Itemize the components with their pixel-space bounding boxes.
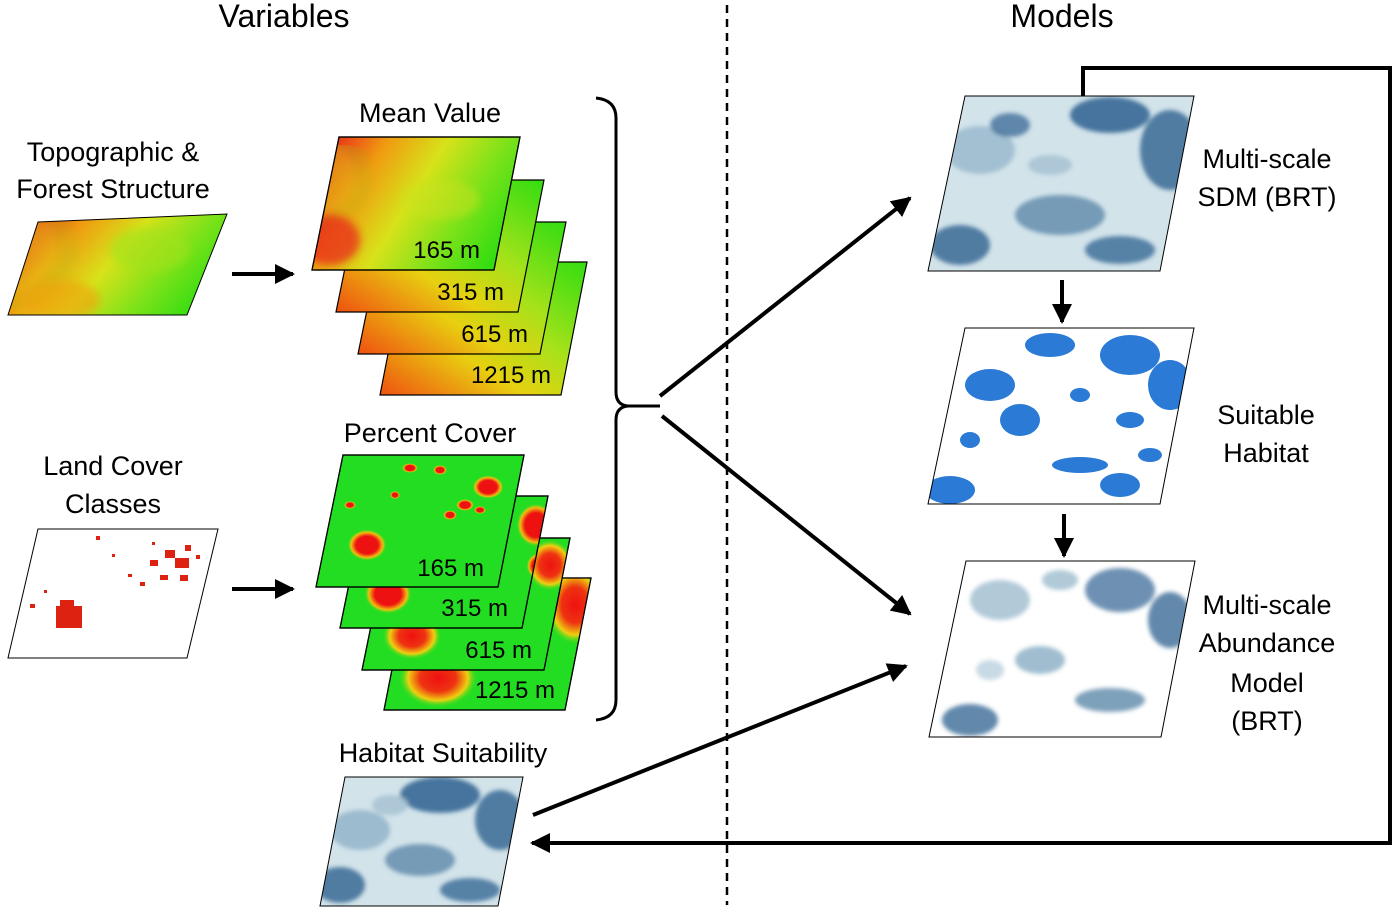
arrow-variables-to-sdm bbox=[658, 196, 912, 398]
arrow-variables-to-abundance bbox=[660, 414, 912, 616]
habitat-suitability-label: Habitat Suitability bbox=[339, 738, 548, 768]
arrow-suitability-to-abundance bbox=[532, 663, 908, 817]
mean-scale-165: 165 m bbox=[413, 237, 480, 264]
abundance-map bbox=[928, 560, 1196, 738]
mean-value-title: Mean Value bbox=[359, 98, 501, 128]
models-header: Models bbox=[1010, 0, 1113, 34]
percent-layer-165: 165 m bbox=[315, 454, 525, 588]
percent-cover-title: Percent Cover bbox=[344, 418, 517, 448]
percent-scale-615: 615 m bbox=[465, 637, 532, 664]
landcover-label-line2: Classes bbox=[65, 489, 161, 519]
percent-scale-1215: 1215 m bbox=[475, 677, 555, 704]
landcover-label-line1: Land Cover bbox=[43, 451, 183, 481]
topo-label-line1: Topographic & bbox=[27, 137, 200, 167]
suitable-label-line1: Suitable bbox=[1217, 400, 1315, 430]
abundance-label-line4: (BRT) bbox=[1231, 706, 1303, 736]
topo-label-line2: Forest Structure bbox=[16, 174, 210, 204]
mean-scale-1215: 1215 m bbox=[471, 362, 551, 389]
variables-brace bbox=[595, 96, 660, 722]
feedback-loop-arrow bbox=[530, 66, 1392, 853]
topo-map bbox=[7, 213, 228, 316]
suitable-habitat-map bbox=[927, 327, 1195, 505]
sdm-label-line1: Multi-scale bbox=[1202, 144, 1331, 174]
mean-scale-315: 315 m bbox=[437, 279, 504, 306]
suitable-label-line2: Habitat bbox=[1223, 438, 1309, 468]
mean-scale-615: 615 m bbox=[461, 321, 528, 348]
sdm-map bbox=[927, 95, 1195, 272]
sdm-label-line2: SDM (BRT) bbox=[1198, 182, 1337, 212]
abundance-label-line2: Abundance bbox=[1199, 628, 1336, 658]
landcover-map bbox=[7, 528, 219, 659]
mean-layer-165: 165 m bbox=[311, 136, 521, 271]
percent-scale-165: 165 m bbox=[417, 555, 484, 582]
habitat-suitability-map bbox=[319, 776, 524, 907]
abundance-label-line3: Model bbox=[1230, 668, 1304, 698]
percent-scale-315: 315 m bbox=[441, 595, 508, 622]
variables-header: Variables bbox=[218, 0, 349, 34]
abundance-label-line1: Multi-scale bbox=[1202, 590, 1331, 620]
